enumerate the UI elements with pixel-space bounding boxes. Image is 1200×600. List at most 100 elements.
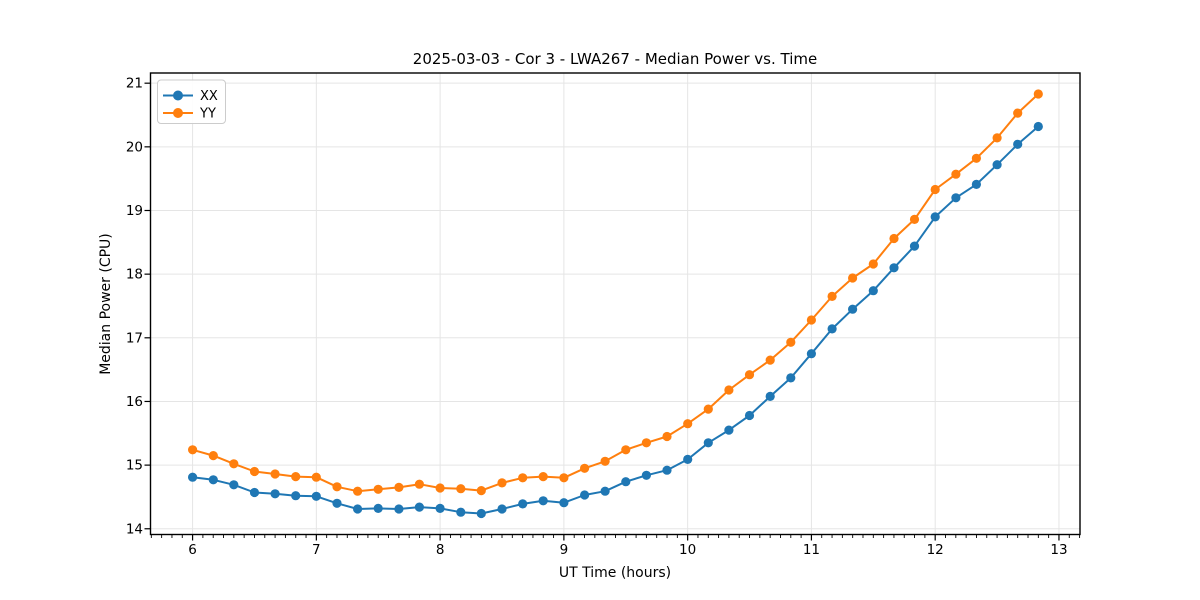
legend-label-xx: XX — [200, 89, 218, 104]
y-tick-label: 18 — [126, 267, 143, 283]
data-point-yy — [848, 273, 858, 283]
data-point-xx — [703, 438, 713, 448]
data-point-xx — [786, 373, 796, 383]
data-point-yy — [435, 483, 445, 493]
legend-marker-xx-icon — [173, 90, 183, 101]
legend-label-yy: YY — [199, 107, 216, 122]
data-point-yy — [662, 431, 672, 442]
data-point-yy — [909, 214, 920, 224]
data-point-yy — [827, 291, 837, 301]
data-point-xx — [518, 499, 528, 509]
x-tick-label: 11 — [803, 542, 820, 558]
x-tick-label: 10 — [679, 542, 696, 558]
data-point-yy — [456, 484, 466, 494]
y-tick-label: 15 — [126, 458, 143, 474]
data-point-yy — [703, 404, 713, 414]
y-tick-label: 21 — [126, 76, 143, 92]
data-point-yy — [414, 479, 424, 489]
data-point-yy — [518, 473, 528, 483]
data-point-xx — [600, 486, 610, 496]
data-point-yy — [1013, 108, 1023, 118]
data-point-yy — [311, 472, 321, 482]
data-point-xx — [971, 179, 982, 189]
data-point-yy — [559, 473, 569, 483]
data-point-xx — [373, 503, 383, 513]
y-tick-label: 17 — [126, 330, 143, 346]
data-point-yy — [868, 259, 878, 269]
data-point-yy — [580, 463, 590, 473]
data-point-yy — [683, 419, 693, 429]
data-point-yy — [600, 456, 610, 466]
data-point-xx — [930, 212, 940, 222]
data-point-xx — [580, 490, 590, 500]
y-tick-label: 19 — [126, 203, 143, 219]
data-point-xx — [270, 489, 280, 499]
x-axis-label: UT Time (hours) — [559, 565, 671, 581]
data-point-xx — [249, 487, 260, 498]
data-point-xx — [559, 498, 569, 508]
data-point-xx — [641, 470, 652, 480]
data-point-yy — [1033, 89, 1043, 99]
x-tick-label: 7 — [312, 542, 321, 558]
data-point-yy — [208, 451, 218, 461]
data-point-xx — [497, 504, 507, 514]
data-point-xx — [538, 496, 548, 506]
data-point-xx — [724, 425, 734, 435]
data-point-yy — [724, 385, 734, 395]
data-point-yy — [621, 445, 631, 455]
data-point-yy — [971, 153, 982, 163]
data-point-yy — [889, 233, 899, 244]
x-tick-label: 13 — [1050, 542, 1067, 558]
data-point-yy — [229, 459, 239, 469]
data-series — [188, 89, 1043, 519]
y-tick-label: 14 — [126, 521, 143, 537]
data-point-xx — [765, 391, 775, 401]
data-point-xx — [848, 304, 858, 314]
data-point-xx — [683, 454, 693, 464]
data-point-xx — [827, 324, 837, 334]
data-point-yy — [786, 337, 796, 347]
data-point-xx — [394, 504, 404, 514]
data-point-yy — [249, 466, 260, 477]
data-point-yy — [188, 445, 198, 455]
data-point-xx — [1013, 139, 1023, 149]
data-point-xx — [435, 503, 445, 513]
data-point-xx — [621, 477, 631, 487]
data-point-xx — [414, 502, 424, 512]
data-point-xx — [476, 508, 486, 519]
data-point-yy — [332, 482, 342, 492]
data-point-xx — [188, 472, 198, 482]
data-point-yy — [992, 133, 1002, 143]
y-tick-label: 16 — [126, 394, 143, 410]
data-point-xx — [291, 491, 301, 501]
legend: XX YY — [157, 79, 226, 124]
x-tick-label: 12 — [927, 542, 944, 558]
data-point-xx — [353, 504, 363, 514]
data-point-yy — [476, 486, 486, 496]
data-point-xx — [744, 410, 755, 421]
x-tick-label: 8 — [436, 542, 445, 558]
data-point-xx — [332, 498, 342, 508]
data-point-xx — [868, 286, 878, 296]
data-point-yy — [353, 486, 363, 496]
data-point-xx — [992, 160, 1002, 170]
x-tick-label: 6 — [188, 542, 197, 558]
x-tick-label: 9 — [560, 542, 569, 558]
axis-ticks: 6 7 8 9 10 11 12 13 14 15 16 17 18 19 20 21 — [126, 76, 1081, 558]
data-point-xx — [1033, 121, 1043, 132]
legend-marker-yy-icon — [173, 108, 183, 118]
data-point-yy — [930, 184, 940, 195]
y-axis-label: Median Power (CPU) — [98, 233, 114, 375]
data-point-yy — [806, 315, 817, 325]
chart-title: 2025-03-03 - Cor 3 - LWA267 - Median Pow… — [413, 50, 817, 68]
data-point-yy — [538, 472, 548, 482]
data-point-xx — [311, 491, 321, 501]
data-point-yy — [270, 469, 280, 479]
data-point-xx — [208, 475, 218, 485]
data-point-yy — [373, 484, 383, 494]
gridlines — [150, 73, 1080, 535]
data-point-yy — [765, 355, 775, 365]
data-point-yy — [394, 482, 404, 492]
